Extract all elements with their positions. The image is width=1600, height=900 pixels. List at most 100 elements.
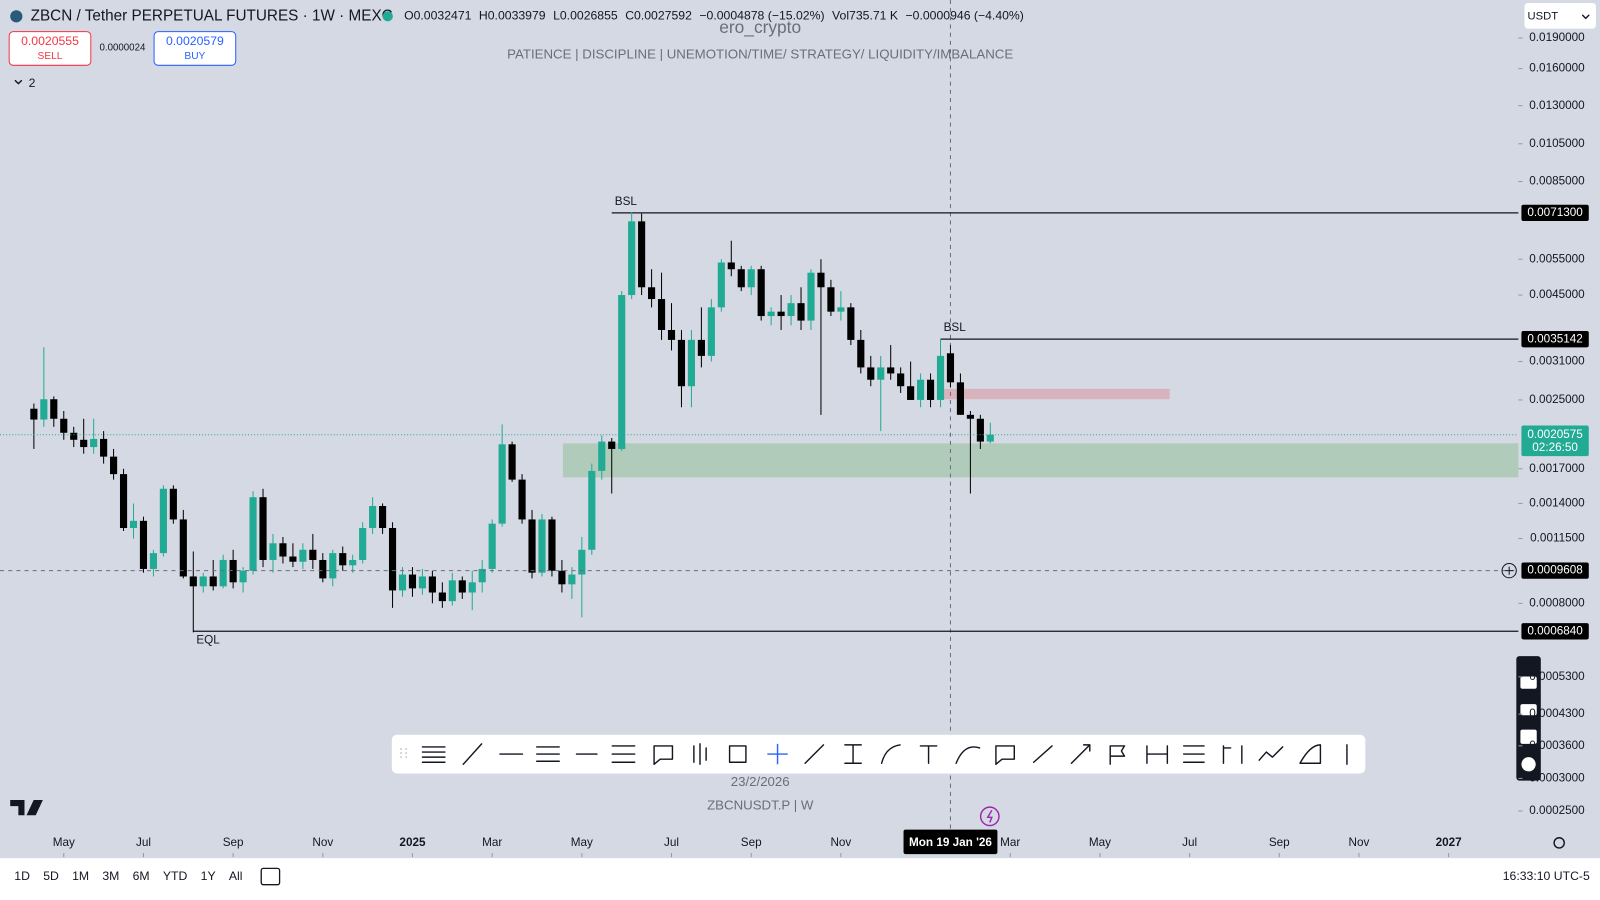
range-button[interactable]: 1D [14,869,30,883]
tool-flag[interactable] [1109,745,1126,765]
tool-brush[interactable] [804,744,825,764]
settings-icon[interactable] [1521,757,1536,772]
candle-body [667,329,676,340]
buy-label[interactable]: BUY [184,51,205,62]
tool-date-range[interactable] [1146,745,1169,764]
indicator-count[interactable]: 2 [29,76,36,90]
symbol-title[interactable]: ZBCN / Tether PERPETUAL FUTURES · 1W · M… [31,7,393,24]
tool-fan[interactable] [1182,745,1205,763]
candle-body [777,311,785,317]
tool-price-range[interactable] [844,744,862,764]
buy-price[interactable]: 0.0020579 [166,34,224,48]
candle-body [877,367,885,380]
range-button[interactable]: 6M [133,869,150,883]
crosshair-date-box [903,829,998,855]
tv-logo[interactable] [10,800,43,816]
tool-comment[interactable] [995,745,1016,765]
tool-forecast[interactable] [1258,746,1284,761]
tool-path[interactable] [955,746,981,764]
goto-date-icon[interactable] [260,867,281,886]
video-icon[interactable] [1520,704,1537,716]
tool-text[interactable] [919,745,938,764]
toolbar-grip[interactable] [400,747,407,761]
x-tick-label: Sep [1269,836,1290,849]
candle-body [907,386,915,400]
candle-body [687,339,696,387]
y-tick-label: 0.0017000 [1529,462,1585,475]
crosshair-price-label: 0.0009608 [1527,564,1583,577]
add-alert-plus[interactable] [1505,566,1514,575]
legend-change: −0.0004878 (−15.02%) [699,9,824,23]
layout-icon[interactable] [1520,729,1537,744]
candle-body [468,582,476,593]
tool-curve[interactable] [880,744,901,764]
candle-body [259,497,267,560]
y-tick-label: 0.0190000 [1529,31,1585,44]
add-alert-button[interactable] [1501,562,1517,579]
buy-button[interactable] [153,31,237,66]
tool-pattern[interactable] [693,743,707,765]
snapshot-icon[interactable] [1520,676,1537,689]
range-button[interactable]: All [229,869,243,883]
y-tick-label: 0.0004300 [1529,707,1585,720]
clock[interactable]: 16:33:10 UTC-5 [1503,869,1590,883]
tool-arrow[interactable] [1070,744,1091,764]
watermark-symbol: ZBCNUSDT.P | W [707,798,814,813]
axis-settings[interactable] [1553,837,1565,849]
y-tick-label: 0.0014000 [1529,497,1585,510]
range-button[interactable]: 3M [102,869,119,883]
zone [941,388,1170,400]
event-marker[interactable] [979,806,1000,827]
x-tick-label: Sep [223,836,244,849]
tool-arrow-line[interactable] [1032,745,1053,763]
tool-fib[interactable] [611,745,636,763]
y-tick-label: 0.0045000 [1529,288,1585,301]
tool-crosshair[interactable] [767,743,788,765]
candle-body [508,444,516,480]
symbol-icon[interactable] [10,10,23,23]
candle-body [568,574,576,585]
sell-price[interactable]: 0.0020555 [21,34,79,48]
currency-select[interactable] [1524,3,1596,29]
tool-shape[interactable] [1299,744,1322,764]
spread: 0.0000024 [100,43,146,54]
y-tick-label: 0.0105000 [1529,137,1585,150]
candle-body [578,549,586,575]
candle-body [129,520,138,529]
level-tag: BSL [615,195,638,208]
currency-label[interactable]: USDT [1528,10,1559,22]
tool-rectangle[interactable] [728,745,747,763]
tool-parallel[interactable] [536,746,560,762]
x-tick-label: Nov [312,836,333,849]
range-button[interactable]: 1M [72,869,89,883]
tool-lines[interactable] [421,746,446,763]
candle-body [966,414,974,419]
plot-area: BSL BSL EQL [0,0,1519,858]
sell-button[interactable] [8,31,92,66]
candle-body [648,287,656,300]
range-button[interactable]: 1Y [201,869,216,883]
tool-measure[interactable] [1222,745,1243,764]
range-button[interactable]: YTD [163,869,188,883]
range-button[interactable]: 5D [43,869,59,883]
candle-body [40,399,48,420]
collapse-icon[interactable] [14,79,23,85]
candle-body [946,353,955,383]
candle-body [817,272,825,288]
x-tick-label: Mar [1000,836,1020,849]
candle-body [119,474,128,529]
candle-body [737,269,745,288]
candle-body [30,408,38,420]
y-tick-label: 0.0005300 [1529,670,1585,683]
range-buttons: 1D 5D 1M 3M 6M YTD 1Y All [14,869,242,883]
currency-caret[interactable] [1581,14,1590,20]
tool-callout[interactable] [653,745,674,765]
sell-label[interactable]: SELL [38,51,63,62]
level-price-label: 0.0006840 [1527,624,1583,637]
y-tick-label: 0.0011500 [1530,532,1585,545]
candle-body [339,553,347,566]
ohlc-legend: O0.0032471 H0.0033979 L0.0026855 C0.0027… [404,9,1024,23]
tool-trendline[interactable] [462,743,483,765]
candle-body [438,592,446,602]
